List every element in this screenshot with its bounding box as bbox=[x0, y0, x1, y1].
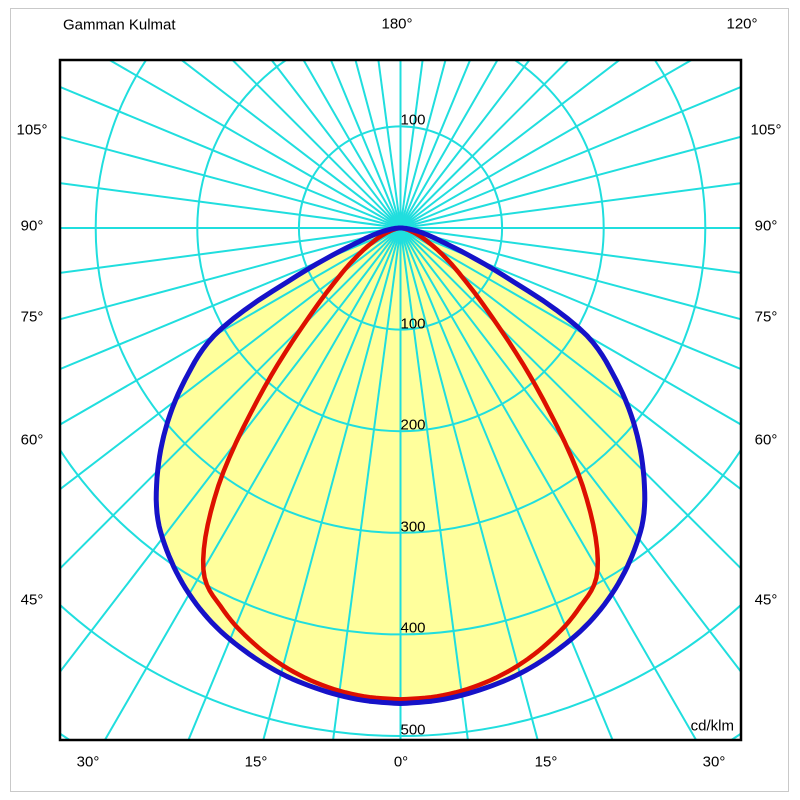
grid-ray-127.5 bbox=[399, 60, 622, 229]
grid-ray-285 bbox=[60, 227, 401, 321]
angle-label-left-75: 75° bbox=[20, 308, 44, 326]
grid-ray-315 bbox=[60, 227, 402, 570]
ring-label-400: 400 bbox=[400, 619, 426, 637]
grid-ray-202.5 bbox=[329, 60, 402, 229]
unit-label: cd/klm bbox=[690, 717, 734, 735]
grid-ray-52.5 bbox=[399, 227, 741, 491]
grid-ray-22.5 bbox=[399, 227, 614, 740]
grid-ray-45 bbox=[399, 227, 741, 570]
grid-ray-142.5 bbox=[399, 60, 531, 229]
grid-ray-157.5 bbox=[399, 60, 472, 229]
grid-ray-217.5 bbox=[270, 60, 402, 229]
grid-ray-150 bbox=[399, 60, 499, 229]
angle-label-top-180: 180° bbox=[381, 15, 413, 33]
angle-label-right-90: 90° bbox=[754, 217, 778, 235]
grid-ray-225 bbox=[231, 60, 402, 229]
ring-label-100: 100 bbox=[400, 315, 426, 333]
angle-label-left-90: 90° bbox=[20, 217, 44, 235]
grid-ray-105 bbox=[400, 135, 741, 229]
grid-ray-345 bbox=[262, 227, 402, 740]
grid-ray-240 bbox=[107, 60, 402, 229]
grid-ray-277.5 bbox=[60, 227, 401, 274]
chart-title: Gamman Kulmat bbox=[63, 16, 176, 34]
angle-label-top-120: 120° bbox=[726, 15, 758, 33]
grid-ray-172.5 bbox=[399, 60, 424, 229]
grid-ray-60 bbox=[400, 227, 741, 426]
grid-ray-75 bbox=[400, 227, 741, 321]
grid-ray-187.5 bbox=[377, 60, 402, 229]
grid-ray-37.5 bbox=[399, 227, 741, 674]
grid-ray-300 bbox=[60, 227, 402, 426]
grid-ray-262.5 bbox=[60, 182, 401, 229]
angle-label-right-45: 45° bbox=[754, 591, 778, 609]
grid-ray-292.5 bbox=[60, 227, 401, 371]
grid-ray-195 bbox=[354, 60, 402, 229]
angle-label-bottom-15l: 15° bbox=[244, 753, 268, 771]
grid-ray-97.5 bbox=[400, 182, 741, 229]
ring-label-500: 500 bbox=[400, 721, 426, 739]
ring-label-200: 200 bbox=[400, 416, 426, 434]
grid-ray-15 bbox=[399, 227, 539, 740]
curve-c0-c180 bbox=[153, 225, 648, 706]
grid-ray-352.5 bbox=[332, 227, 402, 740]
grid-ray-7.5 bbox=[399, 227, 469, 740]
grid-ray-247.5 bbox=[60, 85, 401, 229]
grid-ray-165 bbox=[399, 60, 447, 229]
angle-label-bottom-30l: 30° bbox=[76, 753, 100, 771]
grid-ray-210 bbox=[302, 60, 402, 229]
grid-ray-322.5 bbox=[60, 227, 402, 674]
grid-ray-135 bbox=[399, 60, 570, 229]
grid-ray-307.5 bbox=[60, 227, 402, 491]
grid-ray-232.5 bbox=[179, 60, 402, 229]
angle-label-right-75: 75° bbox=[754, 308, 778, 326]
angle-label-bottom-15r: 15° bbox=[534, 753, 558, 771]
ring-label-300: 300 bbox=[400, 518, 426, 536]
chart-frame bbox=[58, 58, 743, 742]
grid-ray-112.5 bbox=[400, 85, 741, 229]
grid-ray-30 bbox=[399, 227, 698, 740]
grid-ray-330 bbox=[103, 227, 402, 740]
angle-label-bottom-0: 0° bbox=[393, 753, 409, 771]
grid-ray-82.5 bbox=[400, 227, 741, 274]
grid-ray-337.5 bbox=[187, 227, 402, 740]
curve-c90-c270 bbox=[200, 225, 601, 702]
grid-ray-67.5 bbox=[400, 227, 741, 371]
angle-label-left-105: 105° bbox=[16, 121, 48, 139]
grid-ray-120 bbox=[400, 60, 694, 229]
angle-label-bottom-30r: 30° bbox=[702, 753, 726, 771]
angle-label-left-60: 60° bbox=[20, 431, 44, 449]
angle-label-right-60: 60° bbox=[754, 431, 778, 449]
angle-label-right-105: 105° bbox=[750, 121, 782, 139]
angle-label-left-45: 45° bbox=[20, 591, 44, 609]
ring-label-upper-100: 100 bbox=[400, 111, 426, 129]
grid-ray-255 bbox=[60, 135, 401, 229]
